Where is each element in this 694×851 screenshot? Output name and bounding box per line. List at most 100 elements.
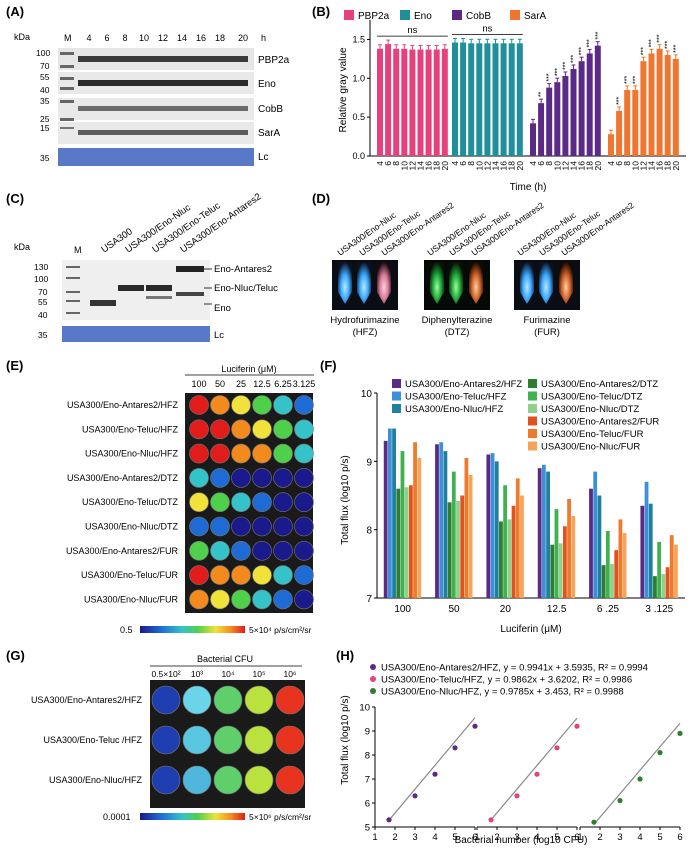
bar	[516, 43, 523, 156]
significance-stars: ***	[595, 31, 602, 39]
legend-label: USA300/Eno-Nluc/HFZ	[405, 404, 503, 415]
tube-antares2	[377, 262, 391, 304]
row-label: USA300/Eno-Teluc/HFZ	[82, 424, 179, 434]
scale-min-g: 0.0001	[103, 812, 131, 822]
row-label: USA300/Eno-Antares2/HFZ	[31, 695, 143, 705]
well	[294, 492, 314, 513]
data-point	[574, 723, 580, 729]
scale-bar-g	[140, 813, 245, 820]
x-tick-label: 1	[577, 832, 582, 843]
x-tick-label: 10	[552, 161, 562, 171]
significance-stars: ***	[554, 68, 561, 76]
bar	[644, 481, 649, 598]
panel-e-rows: USA300/Eno-Antares2/HFZ USA300/Eno-Teluc/…	[66, 400, 179, 604]
well	[273, 565, 293, 585]
fit-line	[593, 722, 681, 825]
substrate-abbr: (HFZ)	[353, 327, 378, 338]
bar	[486, 454, 491, 598]
bar	[594, 45, 601, 156]
x-tick-label: 12.5	[547, 604, 567, 615]
x-tick-label: 3	[514, 832, 519, 843]
well	[294, 468, 314, 488]
y-axis-label: Relative gray value	[338, 47, 349, 132]
bar	[511, 505, 516, 598]
legend-label: Eno	[414, 11, 432, 22]
bar	[618, 519, 623, 598]
substrate-name: Hydrofurimazine	[330, 315, 399, 326]
tube-nluc	[430, 262, 444, 304]
x-tick-label: 8	[391, 161, 401, 166]
y-tick-label: 1.5	[352, 34, 365, 44]
x-tick-label: 4	[375, 161, 385, 166]
well	[231, 589, 251, 610]
data-point	[514, 793, 520, 799]
row-label: USA300/Eno-Antares2/HFZ	[67, 400, 179, 410]
y-tick-label: 1.0	[352, 73, 365, 83]
x-tick-label: 12	[482, 161, 492, 171]
time-unit: h	[261, 33, 266, 43]
well	[273, 395, 293, 415]
x-tick-label: 4	[534, 832, 539, 843]
fit-line	[490, 717, 578, 821]
band-label: SarA	[258, 128, 281, 139]
well	[210, 468, 230, 488]
x-tick-label: 2	[597, 832, 602, 843]
bar	[530, 123, 536, 156]
bar	[657, 541, 662, 598]
x-tick-label: 18	[507, 161, 517, 171]
bar	[571, 516, 576, 598]
x-tick-label: 16	[499, 161, 509, 171]
y-tick-label: 9	[366, 457, 372, 468]
bar	[439, 442, 444, 598]
bar	[605, 531, 610, 598]
well	[252, 395, 272, 415]
bar	[520, 495, 524, 598]
bar	[499, 521, 503, 598]
bar	[464, 457, 469, 598]
bar	[608, 134, 614, 156]
ns-label: ns	[482, 24, 492, 35]
well	[231, 565, 251, 585]
legend-marker	[370, 664, 376, 670]
panel-e: (E) Luciferin (μM) 100 50 25 12.5 6.25 3.125 …	[6, 358, 315, 635]
legend-label: USA300/Eno-Teluc/FUR	[541, 429, 644, 440]
legend-label: USA300/Eno-Antares2/FUR	[541, 417, 659, 428]
well	[275, 725, 305, 755]
well	[294, 516, 314, 537]
y-tick-label: 5	[365, 823, 370, 834]
time-label: 18	[215, 33, 225, 43]
bar	[665, 567, 670, 598]
x-tick-label: 8	[544, 161, 554, 166]
time-label: 12	[158, 33, 168, 43]
significance-stars: ***	[657, 34, 664, 42]
significance-stars: ***	[665, 41, 672, 49]
panel-c-kda: kDa	[14, 242, 30, 252]
legend-label: USA300/Eno-Nluc/DTZ	[541, 404, 639, 415]
tube-labels: USA300/Eno-Nluc USA300/Eno-Teluc USA300/…	[335, 200, 635, 258]
x-tick-label: 4	[637, 832, 642, 843]
x-tick-label: 16	[424, 161, 434, 171]
bar	[408, 485, 413, 598]
marker: 70	[38, 287, 48, 297]
legend-marker	[370, 676, 376, 682]
bar	[441, 48, 448, 156]
x-tick-label: 5	[657, 832, 662, 843]
well	[182, 725, 212, 755]
data-point	[591, 819, 597, 825]
well	[244, 765, 274, 795]
cfu-label: 10⁴	[221, 669, 234, 679]
legend-swatch	[452, 10, 462, 20]
ns-label: ns	[407, 25, 417, 36]
x-tick-label: 20	[593, 161, 603, 171]
bar	[492, 43, 499, 156]
well	[244, 725, 274, 755]
well	[273, 492, 293, 513]
tube-nluc	[520, 262, 534, 304]
panel-g-rows: USA300/Eno-Antares2/HFZ USA300/Eno-Teluc …	[31, 695, 143, 785]
y-tick-label: 10	[359, 703, 370, 714]
scale-max-e: 5×10⁴ p/s/cm²/sr	[249, 625, 312, 635]
well	[273, 540, 293, 561]
x-tick-label: 6	[574, 832, 579, 843]
bar	[404, 487, 409, 598]
bar	[383, 440, 388, 598]
